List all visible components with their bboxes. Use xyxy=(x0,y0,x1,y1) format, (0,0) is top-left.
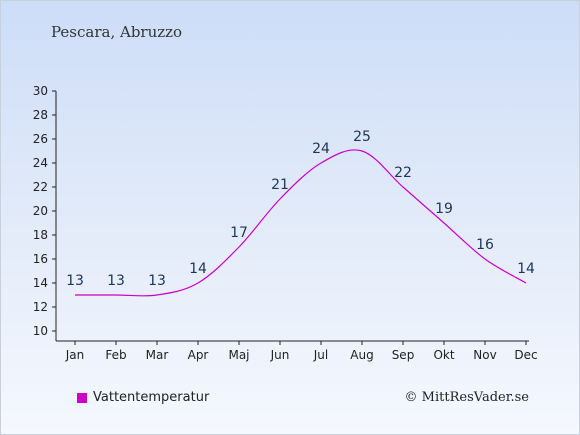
credit-text: © MittResVader.se xyxy=(404,390,529,405)
y-tick-label: 10 xyxy=(33,324,48,338)
data-label: 25 xyxy=(353,129,371,145)
y-tick-label: 30 xyxy=(33,84,48,98)
y-tick-label: 22 xyxy=(33,180,48,194)
data-label: 13 xyxy=(107,273,125,289)
data-label: 24 xyxy=(312,141,330,157)
y-tick-label: 20 xyxy=(33,204,48,218)
legend-swatch xyxy=(77,392,87,403)
x-tick-label: Dec xyxy=(514,348,537,362)
chart-title: Pescara, Abruzzo xyxy=(51,23,183,41)
data-label: 22 xyxy=(394,165,412,181)
y-tick-label: 26 xyxy=(33,132,48,146)
x-tick-label: Aug xyxy=(350,348,373,362)
x-tick-label: Mar xyxy=(146,348,169,362)
data-label: 13 xyxy=(148,273,166,289)
y-tick-label: 28 xyxy=(33,108,48,122)
data-label: 16 xyxy=(476,237,494,253)
x-tick-label: Okt xyxy=(433,348,454,362)
legend: Vattentemperatur xyxy=(77,390,209,405)
data-label: 14 xyxy=(189,261,207,277)
y-tick-label: 24 xyxy=(33,156,48,170)
data-label: 21 xyxy=(271,177,289,193)
x-tick-label: Maj xyxy=(228,348,249,362)
chart-svg: 10 12 14 16 18 20 22 24 26 28 30 Jan Feb Mar Apr Maj Jun… xyxy=(33,84,538,362)
y-tick-label: 12 xyxy=(33,300,48,314)
y-tick-label: 18 xyxy=(33,228,48,242)
x-tick-label: Jan xyxy=(65,348,85,362)
x-tick-label: Nov xyxy=(473,348,496,362)
data-label: 13 xyxy=(66,273,84,289)
x-tick-label: Sep xyxy=(392,348,415,362)
data-label: 19 xyxy=(435,201,453,217)
series-line xyxy=(74,149,527,297)
x-tick-label: Apr xyxy=(188,348,209,362)
y-tick-label: 14 xyxy=(33,276,48,290)
legend-label: Vattentemperatur xyxy=(93,390,210,405)
x-tick-label: Jul xyxy=(313,348,328,362)
x-tick-label: Jun xyxy=(270,348,290,362)
data-label: 17 xyxy=(230,225,248,241)
data-label: 14 xyxy=(517,261,535,277)
y-tick-label: 16 xyxy=(33,252,48,266)
x-tick-label: Feb xyxy=(105,348,126,362)
